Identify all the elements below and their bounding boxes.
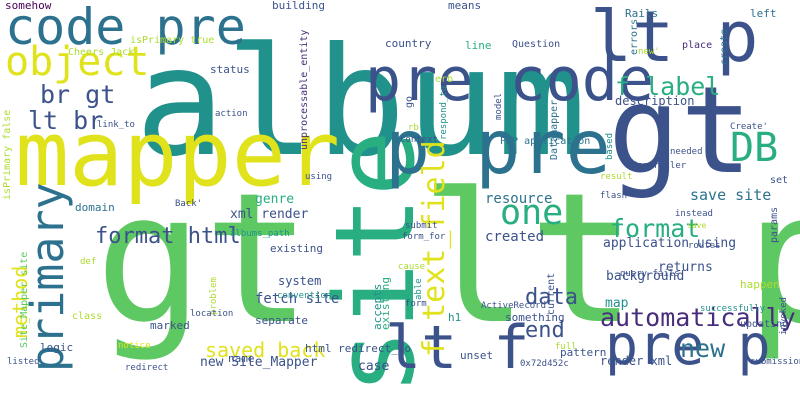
word: current [547, 273, 557, 315]
word: unprocessable_entity [300, 30, 310, 150]
word: h1 [448, 312, 461, 323]
word: Create' [730, 123, 768, 132]
word: create [720, 29, 730, 65]
word: class [72, 312, 102, 322]
word: new [680, 336, 725, 361]
word: Back' [175, 200, 202, 209]
word: erb [435, 75, 453, 85]
word: convention [277, 292, 331, 301]
word: happen [740, 279, 780, 290]
word: form_for [402, 233, 445, 242]
word: format html [95, 226, 241, 248]
word: map [605, 297, 628, 310]
word: using [305, 173, 332, 182]
word: save [687, 222, 706, 230]
word: submit [405, 222, 438, 231]
word: existing [270, 243, 323, 254]
word: means [448, 0, 481, 11]
word: separate [255, 315, 308, 326]
word: submission [750, 358, 800, 367]
word: domain [75, 202, 115, 213]
word: status [210, 64, 250, 75]
word: albums_path [230, 230, 290, 239]
word: somehow [5, 0, 51, 11]
word: result [600, 173, 633, 182]
word: something [505, 312, 565, 323]
word: left [750, 8, 777, 19]
word: unset [460, 350, 493, 361]
word: listed [7, 358, 40, 367]
word: xml render [230, 208, 308, 221]
word: render xml [600, 355, 672, 367]
word: flash [600, 192, 627, 201]
word: save site [690, 188, 771, 203]
word: able [415, 278, 424, 300]
word: routes [688, 242, 721, 251]
word: marked [150, 320, 190, 331]
word: invoked [780, 297, 789, 335]
word: Cheers Jack [68, 48, 134, 58]
word: created [485, 230, 544, 244]
word: 0x72d452c [520, 360, 569, 369]
word: needed [670, 148, 703, 157]
word: notice [118, 342, 151, 351]
word: genre [255, 193, 294, 206]
word: set [770, 176, 788, 186]
word: Datamapper [550, 100, 560, 160]
word: rb [408, 124, 419, 133]
word: instead [675, 210, 713, 219]
word: successfully [700, 305, 765, 314]
word: cause [398, 263, 425, 272]
word: redirect [125, 364, 168, 373]
word: go [405, 96, 415, 108]
word: Site_Mapper site [20, 252, 30, 348]
word: form [405, 300, 427, 309]
word: model [495, 93, 504, 120]
word: line [465, 40, 492, 51]
word: system [278, 275, 321, 287]
word: params [770, 207, 780, 243]
word: Rails [625, 8, 658, 19]
word: resource [485, 192, 552, 206]
word: location [190, 310, 233, 319]
word: Question [512, 40, 560, 50]
word: country [385, 38, 431, 49]
word: based [606, 133, 615, 160]
word: action [215, 110, 248, 119]
word: Controller [632, 162, 686, 171]
word: link_to [97, 121, 135, 130]
word: description [615, 95, 694, 107]
word: new' [638, 48, 660, 57]
word: case [358, 360, 389, 373]
word: new Site_Mapper [200, 356, 317, 369]
word: building [272, 0, 325, 11]
word: DB [730, 128, 778, 168]
word: logic [40, 342, 73, 353]
word: accepts [372, 284, 383, 330]
word: ActiveRecord [481, 302, 546, 311]
word: respond_to [440, 86, 449, 140]
word: lt br [28, 108, 103, 133]
word: PHP application [500, 137, 590, 147]
word: br gt [40, 82, 115, 107]
word: query fails [620, 270, 680, 279]
word: isPrimary false [3, 110, 13, 200]
word: f text_field [420, 140, 450, 357]
word: html redirect_to [305, 343, 411, 354]
word: def [80, 258, 96, 267]
word: place [682, 41, 712, 51]
word: isPrimary true [130, 36, 214, 46]
word: context [400, 136, 438, 145]
